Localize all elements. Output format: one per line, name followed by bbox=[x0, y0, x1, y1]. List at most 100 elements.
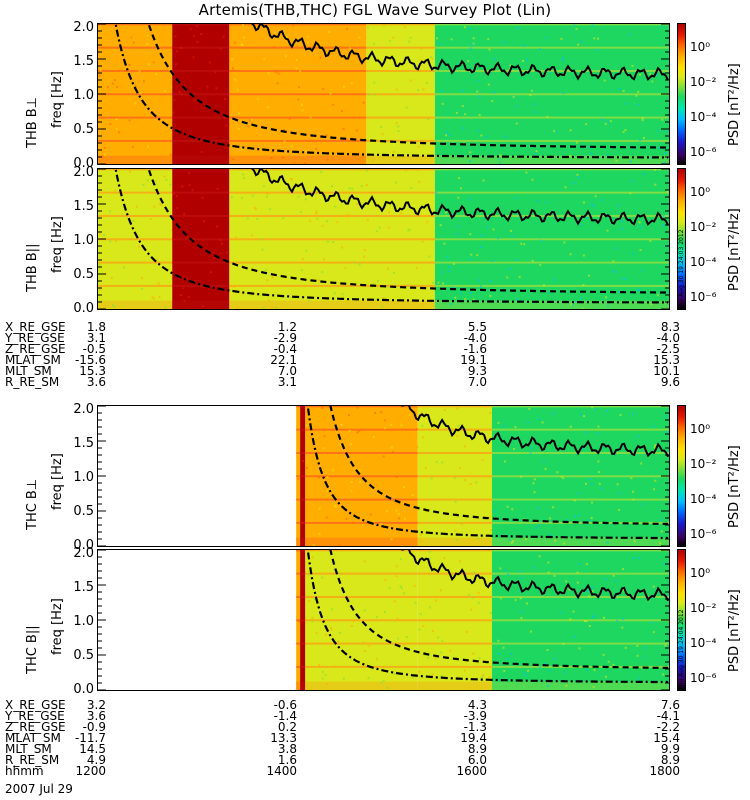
speckle bbox=[443, 409, 446, 412]
speckle bbox=[321, 406, 324, 409]
speckle bbox=[301, 258, 304, 261]
speckle bbox=[642, 656, 645, 659]
harmonic-stripe bbox=[229, 93, 367, 96]
speckle bbox=[409, 79, 412, 82]
ephemeris-label: Z_RE_GSE bbox=[5, 720, 66, 734]
speckle bbox=[628, 33, 631, 36]
speckle bbox=[362, 101, 365, 104]
harmonic-stripe bbox=[305, 428, 418, 431]
speckle bbox=[395, 565, 398, 568]
speckle bbox=[164, 306, 167, 309]
speckle bbox=[305, 249, 308, 252]
speckle bbox=[471, 596, 474, 599]
speckle bbox=[638, 557, 641, 560]
speckle bbox=[516, 26, 519, 29]
speckle bbox=[297, 478, 300, 481]
speckle bbox=[308, 299, 311, 302]
speckle bbox=[141, 287, 144, 290]
speckle bbox=[322, 88, 325, 91]
speckle bbox=[384, 578, 387, 581]
speckle bbox=[392, 36, 395, 39]
speckle bbox=[492, 91, 495, 94]
speckle bbox=[449, 521, 452, 524]
speckle bbox=[641, 667, 644, 670]
speckle bbox=[653, 169, 656, 172]
speckle bbox=[604, 578, 607, 581]
speckle bbox=[478, 95, 481, 98]
spectrogram-svg bbox=[98, 406, 669, 546]
harmonic-stripe bbox=[434, 169, 669, 171]
speckle bbox=[592, 686, 595, 689]
speckle bbox=[636, 103, 639, 106]
speckle bbox=[256, 218, 259, 221]
harmonic-stripe bbox=[305, 475, 418, 478]
speckle bbox=[458, 467, 461, 470]
speckle bbox=[372, 159, 375, 162]
ephemeris-value: 4.3 bbox=[467, 698, 487, 712]
speckle bbox=[405, 106, 408, 109]
speckle bbox=[392, 150, 395, 153]
speckle bbox=[543, 284, 546, 287]
speckle bbox=[577, 43, 580, 46]
speckle bbox=[116, 86, 119, 89]
speckle bbox=[305, 466, 308, 469]
speckle bbox=[493, 57, 496, 60]
speckle bbox=[508, 538, 511, 541]
speckle bbox=[464, 113, 467, 116]
speckle bbox=[422, 625, 425, 628]
speckle bbox=[172, 192, 175, 195]
speckle bbox=[168, 69, 171, 72]
speckle bbox=[666, 190, 669, 193]
speckle bbox=[478, 129, 481, 132]
harmonic-stripe bbox=[434, 139, 669, 142]
speckle bbox=[642, 136, 645, 139]
speckle bbox=[358, 469, 361, 472]
speckle bbox=[480, 245, 483, 248]
speckle bbox=[326, 475, 329, 478]
harmonic-stripe bbox=[491, 642, 669, 645]
speckle bbox=[573, 24, 576, 27]
speckle bbox=[388, 587, 391, 590]
ephemeris-value: 15.3 bbox=[653, 353, 680, 367]
speckle bbox=[504, 569, 507, 572]
speckle bbox=[321, 677, 324, 680]
speckle bbox=[633, 540, 636, 543]
speckle bbox=[659, 542, 662, 545]
ephemeris-value: 8.9 bbox=[467, 742, 487, 756]
speckle bbox=[663, 562, 666, 565]
speckle bbox=[654, 479, 657, 482]
speckle bbox=[623, 447, 626, 450]
harmonic-stripe bbox=[296, 642, 301, 645]
speckle bbox=[616, 619, 619, 622]
speckle bbox=[431, 673, 434, 676]
speckle bbox=[476, 90, 479, 93]
harmonic-stripe bbox=[296, 595, 301, 598]
speckle bbox=[578, 562, 581, 565]
harmonic-stripe bbox=[172, 169, 230, 171]
speckle bbox=[553, 130, 556, 133]
speckle bbox=[202, 305, 205, 308]
colorbar-1 bbox=[677, 23, 686, 165]
speckle bbox=[607, 660, 610, 663]
ephemeris-value: 6.0 bbox=[467, 753, 487, 767]
speckle bbox=[415, 428, 418, 431]
speckle bbox=[398, 517, 401, 520]
harmonic-stripe bbox=[366, 116, 435, 119]
speckle bbox=[347, 213, 350, 216]
harmonic-stripe bbox=[305, 619, 418, 622]
speckle bbox=[321, 271, 324, 274]
speckle bbox=[658, 147, 661, 150]
ephemeris-label: X_RE_GSE bbox=[5, 320, 66, 334]
speckle bbox=[236, 88, 239, 91]
panel-2-ytick: 2.0 bbox=[73, 165, 94, 180]
speckle bbox=[662, 215, 665, 218]
speckle bbox=[178, 90, 181, 93]
speckle bbox=[325, 516, 328, 519]
harmonic-stripe bbox=[417, 521, 492, 524]
low-frequency-band bbox=[417, 681, 492, 690]
speckle bbox=[326, 240, 329, 243]
speckle bbox=[525, 602, 528, 605]
speckle bbox=[515, 105, 518, 108]
speckle bbox=[531, 259, 534, 262]
speckle bbox=[428, 606, 431, 609]
